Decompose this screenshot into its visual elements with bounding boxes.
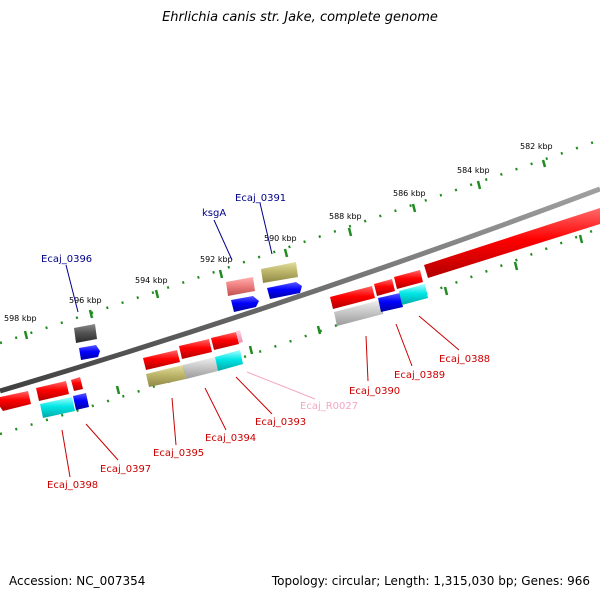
major-ticks-upper <box>23 159 547 340</box>
gene-left-red[interactable] <box>0 391 31 411</box>
tick-label: 592 kbp <box>200 255 233 264</box>
gene-ecaj-0388[interactable] <box>399 284 428 305</box>
gene-mid-red-2[interactable] <box>179 339 212 359</box>
accession-text: Accession: NC_007354 <box>9 574 146 588</box>
gene-ecaj-0395[interactable] <box>146 365 186 387</box>
gene-ecaj-0394[interactable] <box>183 357 218 379</box>
tick-label: 594 kbp <box>135 276 168 285</box>
gene-label[interactable]: Ecaj_0391 <box>235 193 286 204</box>
gene-mid-red-1[interactable] <box>143 350 180 370</box>
leader-lines <box>61 202 460 478</box>
gene-right-red-2[interactable] <box>374 279 395 296</box>
tick-label: 590 kbp <box>264 234 297 243</box>
gene-label[interactable]: ksgA <box>202 208 226 219</box>
reverse-strand-genes <box>0 208 600 418</box>
gene-ecaj-0397[interactable] <box>73 393 89 410</box>
gene-label[interactable]: Ecaj_0390 <box>349 386 400 397</box>
tick-label: 588 kbp <box>329 212 362 221</box>
gene-label[interactable]: Ecaj_0393 <box>255 417 306 428</box>
tick-label: 598 kbp <box>4 314 37 323</box>
gene-label[interactable]: Ecaj_0398 <box>47 480 98 491</box>
genome-summary-text: Topology: circular; Length: 1,315,030 bp… <box>271 574 590 588</box>
gene-label[interactable]: Ecaj_0389 <box>394 370 445 381</box>
tick-label: 586 kbp <box>393 189 426 198</box>
gene-mid-red-3[interactable] <box>211 332 239 350</box>
gene-ecaj-0396[interactable] <box>74 324 100 360</box>
tick-label: 582 kbp <box>520 142 553 151</box>
genome-backbone <box>0 186 600 394</box>
tick-label: 596 kbp <box>69 296 102 305</box>
gene-label[interactable]: Ecaj_0396 <box>41 254 92 265</box>
forward-strand-genes <box>74 262 302 360</box>
gene-ecaj-0398-red-small[interactable] <box>71 377 83 391</box>
gene-ecaj-0398[interactable] <box>40 397 75 418</box>
gene-ksga[interactable] <box>226 277 259 312</box>
gene-label[interactable]: Ecaj_0388 <box>439 354 490 365</box>
gene-label[interactable]: Ecaj_0395 <box>153 448 204 459</box>
gene-ecaj-0393[interactable] <box>215 350 243 371</box>
gene-ecaj-0398-red[interactable] <box>36 381 69 401</box>
gene-long-red[interactable] <box>424 208 600 278</box>
gene-right-red-3[interactable] <box>394 270 423 289</box>
gene-ecaj-r0027[interactable] <box>236 330 243 343</box>
gene-right-red-1[interactable] <box>330 286 375 309</box>
tick-label: 584 kbp <box>457 166 490 175</box>
map-title: Ehrlichia canis str. Jake, complete geno… <box>162 10 438 25</box>
gene-ecaj-0391[interactable] <box>261 262 302 299</box>
gene-label[interactable]: Ecaj_R0027 <box>300 401 358 412</box>
gene-label[interactable]: Ecaj_0394 <box>205 433 256 444</box>
major-ticks-lower <box>48 234 584 414</box>
gene-ecaj-0389[interactable] <box>378 293 403 312</box>
gene-ecaj-0390[interactable] <box>334 300 383 326</box>
gene-label[interactable]: Ecaj_0397 <box>100 464 151 475</box>
inner-tick-track <box>0 226 600 436</box>
